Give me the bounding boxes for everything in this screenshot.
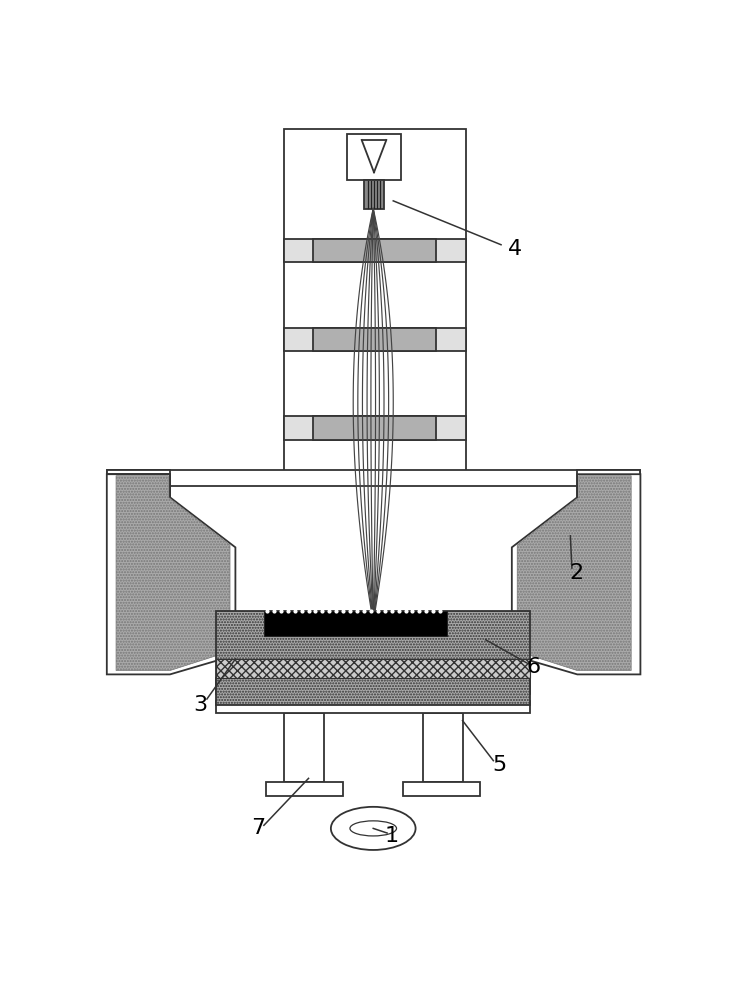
Ellipse shape [350, 821, 397, 836]
Text: 3: 3 [194, 695, 208, 715]
Polygon shape [107, 474, 235, 674]
Bar [216, 611, 530, 705]
Bar [313, 328, 437, 351]
Bar [577, 470, 640, 497]
Bar [284, 328, 466, 351]
Text: 1: 1 [385, 826, 399, 846]
Bar [284, 129, 466, 480]
Polygon shape [517, 476, 631, 671]
Bar [216, 701, 530, 713]
Polygon shape [116, 476, 230, 671]
Bar [107, 474, 170, 513]
Bar [423, 713, 462, 782]
Bar [107, 470, 640, 486]
Polygon shape [512, 474, 640, 674]
Bar [313, 239, 437, 262]
Bar [284, 713, 324, 782]
Bar [107, 470, 170, 497]
Bar [347, 134, 401, 180]
Text: 6: 6 [526, 657, 540, 677]
Bar [403, 782, 480, 796]
Text: 5: 5 [492, 755, 507, 775]
Bar [284, 416, 466, 440]
Bar [264, 611, 447, 636]
Bar [313, 416, 437, 440]
Bar [266, 782, 343, 796]
Bar [364, 180, 384, 209]
Bar [216, 678, 530, 694]
Bar [216, 659, 530, 678]
Text: 2: 2 [569, 563, 584, 583]
Ellipse shape [331, 807, 416, 850]
Text: 4: 4 [508, 239, 522, 259]
Bar [284, 239, 466, 262]
Text: 7: 7 [252, 818, 265, 838]
